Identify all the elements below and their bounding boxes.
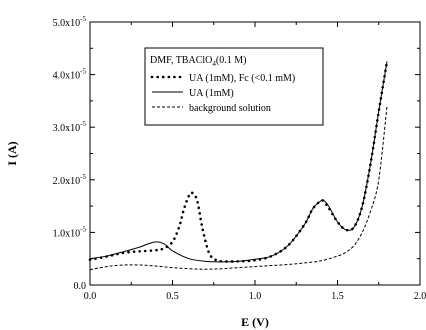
- series-layer: [88, 60, 389, 271]
- x-tick-label: 2.0: [414, 291, 426, 302]
- x-axis-ticks: 0.0 0.5 1.0 1.5 2.0: [84, 22, 426, 302]
- y-axis-title: I (A): [5, 141, 19, 165]
- legend-label-1: UA (1mM), Fc (<0.1 mM): [189, 73, 295, 84]
- y-tick-label: 3.0x10-5: [53, 120, 87, 134]
- y-tick-label: 0.0: [74, 281, 87, 292]
- x-axis-title: E (V): [241, 315, 269, 329]
- x-tick-label: 1.5: [331, 291, 344, 302]
- legend-label-2: UA (1mM): [189, 88, 234, 99]
- x-tick-label: 0.5: [166, 291, 179, 302]
- legend-label-3: background solution: [189, 103, 271, 114]
- y-tick-label: 1.0x10-5: [53, 225, 87, 239]
- legend: DMF, TBAClO4(0.1 M) UA (1mM), Fc (<0.1 mM…: [144, 47, 324, 126]
- y-axis-ticks: 0.0 1.0x10-5 2.0x10-5 3.0x10-5 4.0x10-5 5.0x1…: [53, 15, 420, 292]
- x-tick-label: 0.0: [84, 291, 97, 302]
- x-tick-label: 1.0: [249, 291, 262, 302]
- legend-title: DMF, TBAClO4(0.1 M): [150, 55, 246, 68]
- series-line-3: [89, 106, 388, 271]
- legend-box: [144, 47, 324, 126]
- y-tick-label: 5.0x10-5: [53, 15, 87, 29]
- series-line-2: [89, 61, 388, 263]
- y-tick-label: 2.0x10-5: [53, 173, 87, 187]
- y-tick-label: 4.0x10-5: [53, 68, 87, 82]
